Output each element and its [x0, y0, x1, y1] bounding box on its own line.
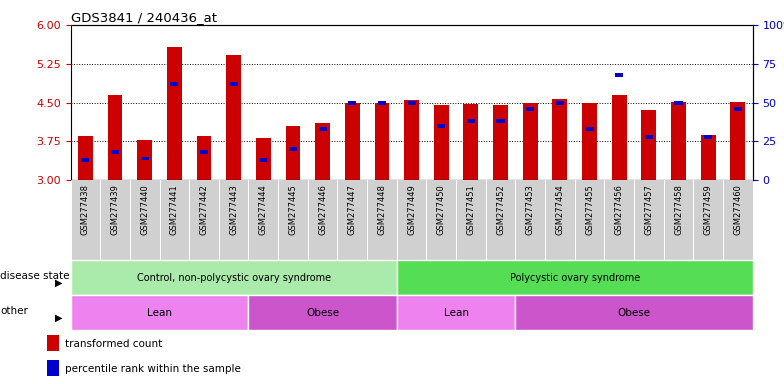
Text: GSM277439: GSM277439 [111, 184, 119, 235]
Bar [170, 82, 179, 86]
Bar [493, 105, 508, 180]
Bar [405, 100, 419, 180]
Bar [434, 105, 448, 180]
Bar [345, 103, 360, 180]
Text: GSM277450: GSM277450 [437, 184, 446, 235]
Text: GSM277456: GSM277456 [615, 184, 624, 235]
Bar [137, 140, 152, 180]
Bar [615, 73, 623, 77]
Bar [701, 135, 716, 180]
Text: GSM277460: GSM277460 [733, 184, 742, 235]
FancyBboxPatch shape [71, 260, 397, 295]
Bar [704, 135, 712, 139]
FancyBboxPatch shape [397, 295, 515, 330]
Bar [197, 136, 212, 180]
Text: GSM277441: GSM277441 [170, 184, 179, 235]
FancyBboxPatch shape [71, 295, 249, 330]
Bar [731, 102, 746, 180]
Text: GSM277449: GSM277449 [407, 184, 416, 235]
Text: GSM277458: GSM277458 [674, 184, 683, 235]
FancyBboxPatch shape [249, 295, 397, 330]
Text: Lean: Lean [147, 308, 172, 318]
Bar [111, 150, 119, 154]
Text: GSM277446: GSM277446 [318, 184, 327, 235]
Bar [496, 119, 505, 123]
Text: GSM277454: GSM277454 [555, 184, 564, 235]
Text: transformed count: transformed count [64, 339, 162, 349]
Bar [140, 157, 149, 161]
Text: GSM277445: GSM277445 [289, 184, 297, 235]
Text: Obese: Obese [306, 308, 339, 318]
Bar [463, 104, 478, 180]
Bar [260, 158, 267, 162]
Bar [378, 101, 386, 104]
Text: disease state: disease state [0, 271, 70, 281]
Bar [408, 101, 416, 104]
Text: Lean: Lean [444, 308, 469, 318]
FancyBboxPatch shape [515, 295, 753, 330]
Bar [82, 158, 89, 162]
Text: GSM277443: GSM277443 [229, 184, 238, 235]
Bar [523, 103, 538, 180]
Bar [582, 103, 597, 180]
Text: percentile rank within the sample: percentile rank within the sample [64, 364, 241, 374]
Bar [285, 126, 300, 180]
Text: GSM277457: GSM277457 [644, 184, 653, 235]
Bar [167, 47, 182, 180]
Bar [256, 138, 270, 180]
Text: ▶: ▶ [55, 313, 63, 323]
Bar [612, 95, 626, 180]
Text: GSM277455: GSM277455 [585, 184, 594, 235]
Bar [674, 101, 683, 104]
Bar [318, 127, 327, 131]
Text: other: other [0, 306, 28, 316]
Bar [315, 123, 330, 180]
Bar [230, 82, 238, 86]
Bar [375, 103, 390, 180]
Bar [47, 335, 59, 351]
Bar [586, 127, 593, 131]
Bar [289, 147, 297, 151]
Text: Obese: Obese [618, 308, 651, 318]
Bar [734, 107, 742, 111]
Text: Polycystic ovary syndrome: Polycystic ovary syndrome [510, 273, 640, 283]
Bar [107, 95, 122, 180]
Bar [227, 55, 241, 180]
Bar [641, 111, 656, 180]
Text: GSM277453: GSM277453 [526, 184, 535, 235]
Text: GSM277447: GSM277447 [348, 184, 357, 235]
Bar [556, 101, 564, 104]
Text: GSM277448: GSM277448 [377, 184, 387, 235]
Text: GSM277459: GSM277459 [704, 184, 713, 235]
Bar [200, 150, 208, 154]
Bar [671, 102, 686, 180]
Bar [47, 360, 59, 376]
Bar [78, 136, 93, 180]
Text: GSM277440: GSM277440 [140, 184, 149, 235]
Text: GSM277442: GSM277442 [199, 184, 209, 235]
Text: GDS3841 / 240436_at: GDS3841 / 240436_at [71, 11, 216, 24]
Bar [644, 135, 653, 139]
Bar [526, 107, 535, 111]
Text: GSM277438: GSM277438 [81, 184, 90, 235]
Bar [553, 99, 568, 180]
Text: GSM277444: GSM277444 [259, 184, 268, 235]
Text: GSM277451: GSM277451 [466, 184, 475, 235]
Text: GSM277452: GSM277452 [496, 184, 505, 235]
Text: ▶: ▶ [55, 278, 63, 288]
FancyBboxPatch shape [397, 260, 753, 295]
Bar [348, 101, 357, 104]
Text: Control, non-polycystic ovary syndrome: Control, non-polycystic ovary syndrome [136, 273, 331, 283]
Bar [466, 119, 475, 123]
Bar [437, 124, 445, 128]
